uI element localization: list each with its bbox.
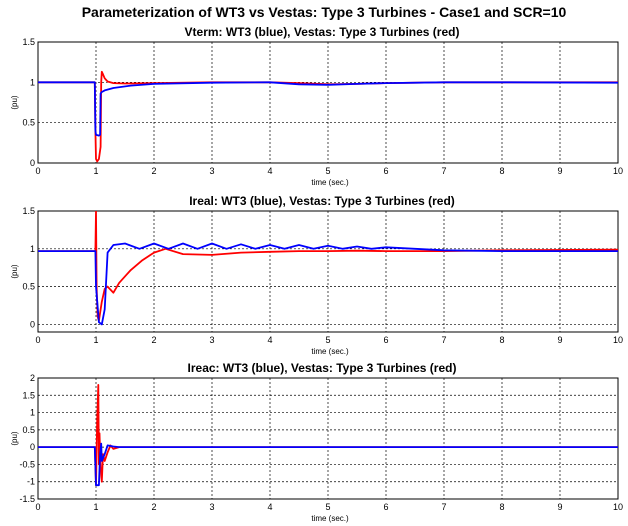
x-tick-label: 5 bbox=[325, 335, 330, 345]
x-tick-label: 9 bbox=[557, 166, 562, 176]
x-tick-label: 6 bbox=[383, 166, 388, 176]
x-tick-label: 7 bbox=[441, 502, 446, 512]
x-tick-label: 3 bbox=[209, 335, 214, 345]
x-tick-label: 2 bbox=[151, 335, 156, 345]
y-tick-label: 0 bbox=[30, 319, 35, 329]
y-tick-label: 1.5 bbox=[22, 206, 35, 216]
x-tick-label: 10 bbox=[613, 166, 623, 176]
x-tick-label: 5 bbox=[325, 166, 330, 176]
x-tick-label: 9 bbox=[557, 335, 562, 345]
x-tick-label: 0 bbox=[35, 335, 40, 345]
x-tick-label: 7 bbox=[441, 166, 446, 176]
x-tick-label: 7 bbox=[441, 335, 446, 345]
x-tick-label: 1 bbox=[93, 166, 98, 176]
wt3-series-line bbox=[38, 242, 618, 326]
y-tick-label: 0 bbox=[30, 442, 35, 452]
wt3-series-line bbox=[38, 81, 618, 137]
vestas-series-line bbox=[38, 383, 618, 487]
x-tick-label: 3 bbox=[209, 502, 214, 512]
x-tick-label: 8 bbox=[499, 166, 504, 176]
y-tick-label: -1 bbox=[27, 477, 35, 487]
x-tick-label: 1 bbox=[93, 502, 98, 512]
x-tick-label: 4 bbox=[267, 502, 272, 512]
y-tick-label: 1 bbox=[30, 244, 35, 254]
y-tick-label: 1.5 bbox=[22, 390, 35, 400]
y-tick-label: 0.5 bbox=[22, 425, 35, 435]
figure-title: Parameterization of WT3 vs Vestas: Type … bbox=[82, 4, 567, 20]
x-tick-label: 6 bbox=[383, 335, 388, 345]
x-tick-label: 9 bbox=[557, 502, 562, 512]
y-tick-label: 1 bbox=[30, 408, 35, 418]
y-tick-label: -0.5 bbox=[19, 459, 35, 469]
x-tick-label: 2 bbox=[151, 166, 156, 176]
vterm-chart: Vterm: WT3 (blue), Vestas: Type 3 Turbin… bbox=[10, 25, 623, 187]
x-tick-label: 5 bbox=[325, 502, 330, 512]
x-axis-label: time (sec.) bbox=[311, 347, 349, 356]
y-tick-label: 0.5 bbox=[22, 118, 35, 128]
x-tick-label: 8 bbox=[499, 502, 504, 512]
x-tick-label: 10 bbox=[613, 502, 623, 512]
x-tick-label: 6 bbox=[383, 502, 388, 512]
x-axis-label: time (sec.) bbox=[311, 178, 349, 187]
x-tick-label: 0 bbox=[35, 166, 40, 176]
x-tick-label: 0 bbox=[35, 502, 40, 512]
y-tick-label: -1.5 bbox=[19, 494, 35, 504]
y-axis-label: (pu) bbox=[10, 264, 19, 279]
chart-title: Vterm: WT3 (blue), Vestas: Type 3 Turbin… bbox=[185, 25, 460, 39]
ireac-chart: Ireac: WT3 (blue), Vestas: Type 3 Turbin… bbox=[10, 361, 623, 523]
x-tick-label: 4 bbox=[267, 166, 272, 176]
x-tick-label: 2 bbox=[151, 502, 156, 512]
y-axis-label: (pu) bbox=[10, 431, 19, 446]
x-tick-label: 4 bbox=[267, 335, 272, 345]
y-axis-label: (pu) bbox=[10, 95, 19, 110]
x-tick-label: 8 bbox=[499, 335, 504, 345]
y-tick-label: 2 bbox=[30, 373, 35, 383]
x-tick-label: 10 bbox=[613, 335, 623, 345]
y-tick-label: 0.5 bbox=[22, 282, 35, 292]
chart-title: Ireal: WT3 (blue), Vestas: Type 3 Turbin… bbox=[189, 194, 455, 208]
ireal-chart: Ireal: WT3 (blue), Vestas: Type 3 Turbin… bbox=[10, 194, 623, 356]
x-axis-label: time (sec.) bbox=[311, 514, 349, 523]
y-tick-label: 1 bbox=[30, 77, 35, 87]
y-tick-label: 0 bbox=[30, 158, 35, 168]
y-tick-label: 1.5 bbox=[22, 37, 35, 47]
chart-title: Ireac: WT3 (blue), Vestas: Type 3 Turbin… bbox=[188, 361, 457, 375]
x-tick-label: 3 bbox=[209, 166, 214, 176]
x-tick-label: 1 bbox=[93, 335, 98, 345]
wt3-series-line bbox=[38, 442, 618, 487]
